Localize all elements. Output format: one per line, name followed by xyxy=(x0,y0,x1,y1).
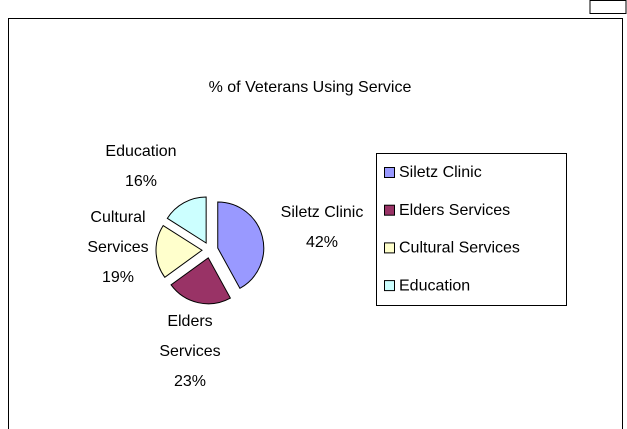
label-value: 23% xyxy=(173,373,207,390)
chart-title: % of Veterans Using Service xyxy=(209,79,412,96)
legend-label: Elders Services xyxy=(399,202,510,219)
data-label: Cultural Services 19% xyxy=(78,203,158,293)
legend-label: Education xyxy=(399,277,470,294)
pie-slice xyxy=(166,196,207,244)
label-category: Siletz Clinic xyxy=(280,204,364,221)
label-category: Education xyxy=(105,143,177,160)
label-value: 16% xyxy=(124,173,158,190)
legend-swatch xyxy=(384,280,395,292)
legend-swatch xyxy=(384,242,395,254)
data-label: Elders Services 23% xyxy=(150,307,230,397)
legend-swatch xyxy=(384,167,395,178)
data-label: Siletz Clinic 42% xyxy=(257,198,387,258)
pie-slice xyxy=(170,257,232,305)
legend-swatch xyxy=(384,204,395,216)
label-category: Elders Services xyxy=(159,313,221,360)
legend-label: Cultural Services xyxy=(399,240,520,257)
legend-box xyxy=(376,153,567,306)
pie-slice xyxy=(217,201,265,290)
data-label: Education 16% xyxy=(86,137,196,197)
legend-label: Siletz Clinic xyxy=(399,164,482,181)
corner-box xyxy=(589,0,627,14)
label-value: 19% xyxy=(101,269,135,286)
label-category: Cultural Services xyxy=(87,209,149,256)
label-value: 42% xyxy=(305,234,339,251)
pie-slice xyxy=(155,224,203,278)
